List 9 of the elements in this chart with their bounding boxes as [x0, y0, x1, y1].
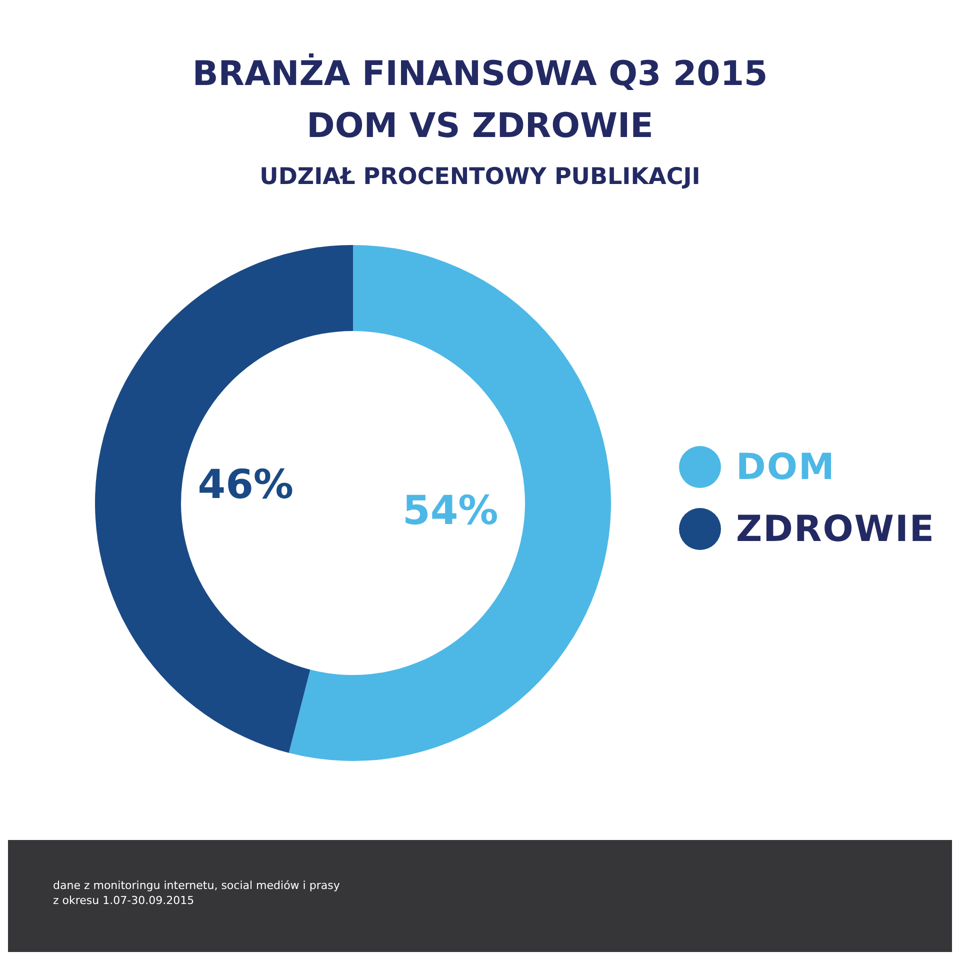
legend-label: DOM — [736, 446, 836, 488]
data-label: 54% — [402, 488, 498, 534]
chart-subtitle: UDZIAŁ PROCENTOWY PUBLIKACJI — [258, 164, 702, 190]
legend-label: ZDROWIE — [736, 508, 936, 550]
text: z okresu 1.07-30.09.2015 — [53, 893, 196, 908]
data-label: 46% — [198, 462, 294, 508]
text: dane z monitoringu internetu, social mediów i prasy — [53, 878, 340, 893]
donut-slice — [96, 245, 353, 753]
chart-title: BRANŻA FINANSOWA Q3 2015 DOM VS ZDROWIE — [191, 52, 769, 148]
